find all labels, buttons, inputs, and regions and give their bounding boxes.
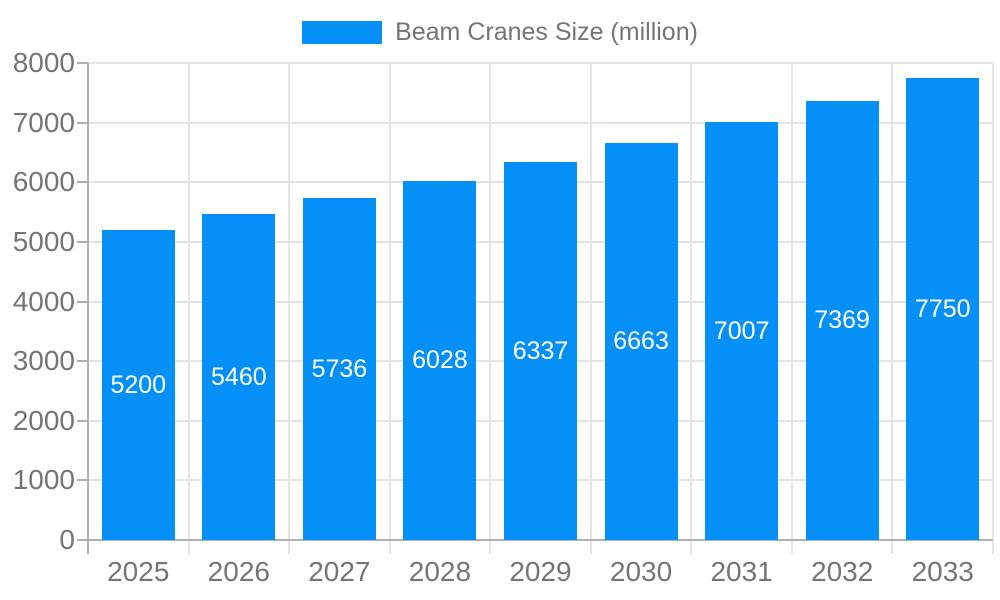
legend-label: Beam Cranes Size (million) bbox=[395, 18, 698, 46]
x-axis-tick-label: 2027 bbox=[308, 556, 371, 587]
x-gridline bbox=[388, 63, 391, 540]
y-tick bbox=[77, 181, 88, 184]
y-axis-tick-label: 6000 bbox=[12, 166, 75, 198]
x-axis-tick-label: 2030 bbox=[609, 556, 673, 587]
y-axis-tick-label: 8000 bbox=[12, 47, 75, 78]
y-axis-tick-label: 4000 bbox=[12, 285, 75, 317]
bar-value-label: 5460 bbox=[211, 363, 267, 392]
bar-value-label: 7369 bbox=[814, 306, 870, 335]
bar-value-label: 7750 bbox=[914, 294, 971, 323]
x-axis-tick-label: 2033 bbox=[911, 556, 974, 587]
x-gridline bbox=[690, 63, 693, 540]
x-axis-tick-label: 2031 bbox=[710, 556, 773, 587]
y-axis-tick-label: 1000 bbox=[12, 464, 75, 496]
x-tick bbox=[992, 540, 994, 554]
bar-value-label: 5200 bbox=[110, 370, 167, 399]
y-axis-tick-label: 3000 bbox=[12, 345, 75, 377]
x-tick bbox=[187, 540, 190, 554]
x-gridline bbox=[790, 63, 793, 540]
x-gridline bbox=[992, 63, 994, 540]
y-tick bbox=[77, 121, 88, 124]
x-gridline bbox=[891, 63, 894, 540]
y-tick bbox=[77, 360, 88, 363]
y-gridline bbox=[88, 62, 993, 64]
bar-value-label: 7007 bbox=[713, 317, 770, 346]
bar-2028 bbox=[403, 180, 477, 540]
x-tick bbox=[489, 540, 492, 554]
x-tick bbox=[388, 540, 391, 554]
bar-value-label: 6337 bbox=[512, 337, 569, 366]
y-axis-tick-label: 2000 bbox=[12, 404, 75, 436]
y-tick bbox=[77, 300, 88, 303]
x-tick bbox=[690, 540, 693, 554]
bar-value-label: 6663 bbox=[613, 327, 669, 356]
x-axis-tick-label: 2028 bbox=[408, 556, 472, 587]
y-axis-tick-label: 0 bbox=[59, 524, 75, 555]
bar-2032 bbox=[805, 100, 879, 540]
bar-2025 bbox=[101, 229, 175, 540]
x-axis-line bbox=[77, 539, 993, 541]
x-gridline bbox=[589, 63, 592, 540]
y-axis-tick-label: 7000 bbox=[12, 106, 75, 138]
y-tick bbox=[77, 419, 88, 422]
x-tick bbox=[87, 540, 89, 554]
bar-2030 bbox=[604, 142, 678, 540]
bar-2026 bbox=[202, 214, 276, 540]
y-gridline bbox=[88, 121, 993, 124]
y-axis-tick-label: 5000 bbox=[12, 225, 75, 257]
x-gridline bbox=[187, 63, 190, 540]
bar-value-label: 5736 bbox=[311, 354, 368, 383]
bar-2027 bbox=[302, 197, 376, 540]
x-axis-tick-label: 2026 bbox=[207, 556, 270, 587]
y-axis-line bbox=[87, 63, 89, 540]
x-axis-tick-label: 2025 bbox=[107, 556, 170, 587]
x-tick bbox=[288, 540, 291, 554]
x-tick bbox=[790, 540, 793, 554]
y-tick bbox=[77, 240, 88, 243]
legend-swatch-icon bbox=[302, 21, 383, 44]
y-tick bbox=[77, 479, 88, 482]
bar-2031 bbox=[705, 122, 779, 540]
bar-value-label: 6028 bbox=[412, 346, 468, 375]
x-gridline bbox=[489, 63, 492, 540]
bar-2033 bbox=[906, 77, 980, 540]
x-gridline bbox=[288, 63, 291, 540]
x-tick bbox=[891, 540, 894, 554]
x-axis-tick-label: 2032 bbox=[811, 556, 874, 587]
y-tick bbox=[77, 62, 88, 64]
x-axis-tick-label: 2029 bbox=[509, 556, 572, 587]
bar-2029 bbox=[504, 162, 577, 540]
legend-item[interactable]: Beam Cranes Size (million) bbox=[0, 18, 1000, 47]
x-tick bbox=[589, 540, 592, 554]
